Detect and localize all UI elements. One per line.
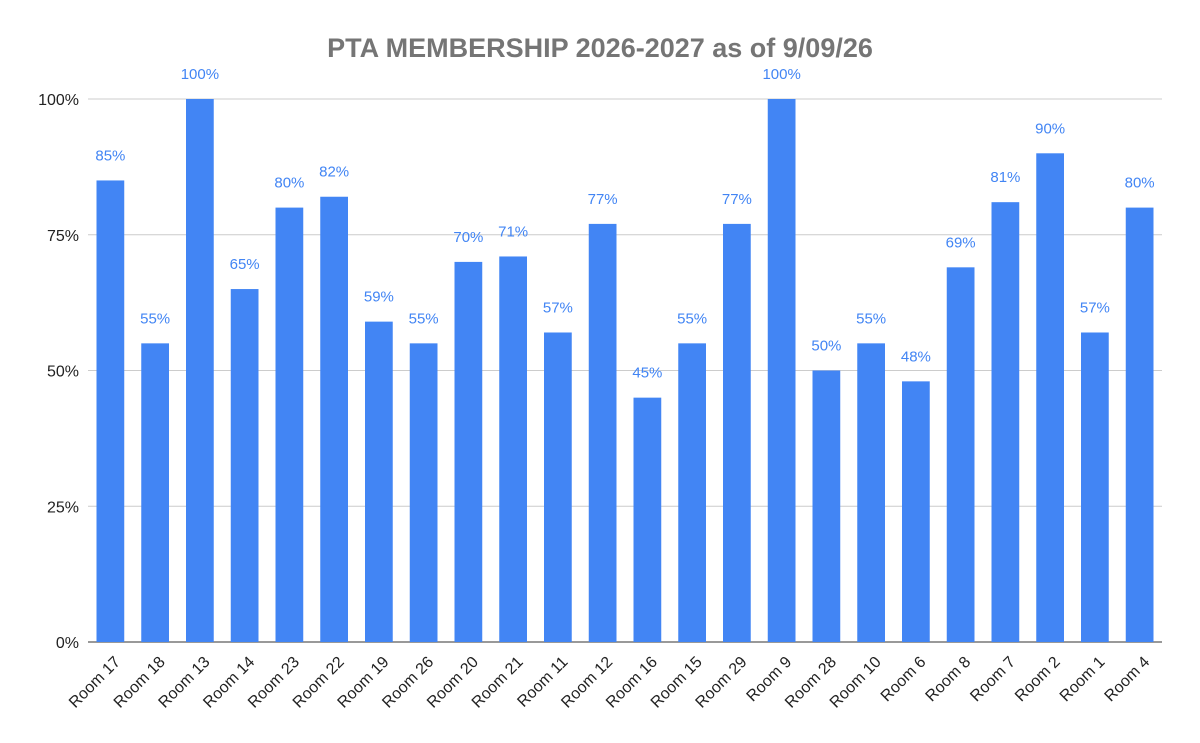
data-label: 77% (588, 191, 618, 208)
data-label: 57% (543, 299, 573, 316)
data-label: 45% (632, 365, 662, 382)
bar (275, 207, 304, 642)
data-label: 50% (811, 338, 841, 355)
data-label: 55% (140, 310, 170, 327)
x-tick-label: Room 6 (878, 654, 930, 706)
data-label: 81% (990, 169, 1020, 186)
data-label: 55% (409, 310, 439, 327)
bar (902, 381, 930, 642)
data-label: 71% (498, 223, 528, 240)
bar (946, 267, 975, 642)
bar (96, 180, 125, 642)
data-label: 100% (762, 66, 800, 83)
bar (454, 261, 483, 642)
bar (857, 343, 885, 642)
y-tick-label: 75% (47, 228, 79, 245)
bar (678, 343, 706, 642)
x-tick-label: Room 1 (1057, 654, 1109, 706)
y-tick-label: 0% (56, 635, 79, 652)
data-label: 77% (722, 191, 752, 208)
y-tick-label: 25% (47, 499, 79, 516)
x-tick-label: Room 2 (1012, 654, 1064, 706)
data-label: 69% (946, 234, 976, 251)
data-label: 57% (1080, 299, 1110, 316)
bar (409, 343, 438, 642)
data-label: 80% (1125, 175, 1155, 192)
data-label: 90% (1035, 120, 1065, 137)
data-label: 59% (364, 289, 394, 306)
bar (544, 332, 572, 642)
bar (230, 289, 259, 642)
bar (186, 99, 214, 642)
y-tick-label: 100% (38, 92, 79, 109)
bar (991, 202, 1020, 643)
y-tick-label: 50% (47, 364, 79, 381)
bar (1036, 153, 1064, 643)
bar (767, 99, 796, 642)
data-label: 82% (319, 164, 349, 181)
bar (320, 196, 348, 643)
data-label: 55% (677, 310, 707, 327)
x-tick-label: Room 8 (923, 654, 975, 706)
bar (588, 223, 617, 642)
x-tick-label: Room 7 (967, 654, 1019, 706)
bar (633, 397, 662, 642)
x-tick-label: Room 4 (1102, 654, 1154, 706)
bar (812, 370, 841, 642)
bar (499, 256, 527, 642)
data-label: 65% (230, 256, 260, 273)
bar (1081, 332, 1109, 642)
bar (365, 321, 393, 642)
bar (1125, 207, 1154, 642)
data-label: 48% (901, 348, 931, 365)
bar (723, 223, 751, 642)
data-label: 55% (856, 310, 886, 327)
data-label: 80% (274, 175, 304, 192)
data-label: 100% (181, 66, 219, 83)
chart-title: PTA MEMBERSHIP 2026-2027 as of 9/09/26 (327, 33, 873, 63)
data-label: 70% (453, 229, 483, 246)
bar (141, 343, 169, 642)
data-label: 85% (95, 147, 125, 164)
